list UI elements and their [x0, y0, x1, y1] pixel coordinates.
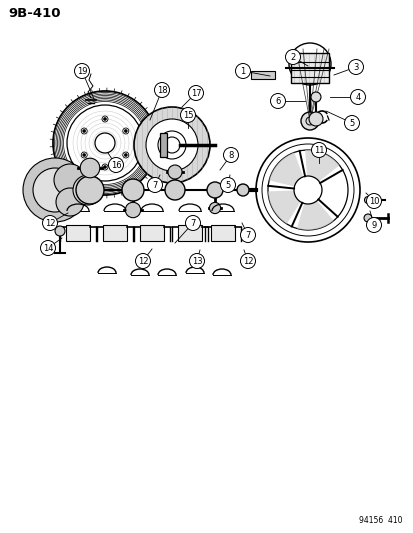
Circle shape — [344, 116, 358, 131]
Circle shape — [308, 112, 322, 126]
Text: 94156  410: 94156 410 — [358, 516, 402, 525]
Circle shape — [206, 182, 223, 198]
Circle shape — [40, 240, 55, 255]
FancyBboxPatch shape — [140, 225, 164, 241]
Circle shape — [80, 158, 100, 178]
Circle shape — [165, 180, 185, 200]
Circle shape — [103, 117, 106, 120]
Text: 11: 11 — [313, 146, 323, 155]
Circle shape — [348, 60, 363, 75]
Circle shape — [185, 215, 200, 230]
Circle shape — [223, 148, 238, 163]
Circle shape — [146, 119, 197, 171]
Circle shape — [300, 112, 318, 130]
Text: 6: 6 — [275, 96, 280, 106]
Text: 14: 14 — [43, 244, 53, 253]
Circle shape — [240, 228, 255, 243]
Text: 9B-410: 9B-410 — [8, 7, 60, 20]
Circle shape — [122, 179, 144, 201]
Circle shape — [158, 131, 185, 159]
Text: 4: 4 — [354, 93, 360, 101]
Circle shape — [220, 177, 235, 192]
Circle shape — [125, 203, 140, 217]
Text: 3: 3 — [352, 62, 358, 71]
Polygon shape — [267, 190, 307, 224]
Text: 7: 7 — [245, 230, 250, 239]
Text: 8: 8 — [228, 150, 233, 159]
Circle shape — [54, 164, 86, 196]
Text: 12: 12 — [138, 256, 148, 265]
Text: 19: 19 — [76, 67, 87, 76]
Polygon shape — [296, 190, 333, 230]
Circle shape — [363, 214, 371, 222]
Text: 7: 7 — [190, 219, 195, 228]
Circle shape — [310, 92, 320, 102]
Text: 7: 7 — [152, 181, 157, 190]
Text: 16: 16 — [110, 160, 121, 169]
Circle shape — [235, 63, 250, 78]
Text: 18: 18 — [156, 85, 167, 94]
Circle shape — [83, 154, 85, 157]
Text: 10: 10 — [368, 197, 378, 206]
Circle shape — [240, 254, 255, 269]
Text: 15: 15 — [182, 110, 193, 119]
Circle shape — [285, 50, 300, 64]
Circle shape — [189, 254, 204, 269]
Text: 1: 1 — [240, 67, 245, 76]
Circle shape — [236, 184, 248, 196]
FancyBboxPatch shape — [250, 71, 274, 79]
Circle shape — [55, 226, 65, 236]
Circle shape — [164, 137, 180, 153]
FancyBboxPatch shape — [178, 225, 202, 241]
Circle shape — [43, 215, 57, 230]
Circle shape — [366, 193, 380, 208]
Polygon shape — [304, 150, 339, 190]
Circle shape — [350, 90, 365, 104]
Text: 5: 5 — [349, 118, 354, 127]
Circle shape — [73, 175, 103, 205]
Circle shape — [124, 130, 127, 133]
Circle shape — [108, 157, 123, 173]
Circle shape — [56, 188, 84, 216]
Text: 12: 12 — [45, 219, 55, 228]
Circle shape — [135, 254, 150, 269]
Circle shape — [23, 158, 87, 222]
Circle shape — [83, 130, 85, 133]
Text: 2: 2 — [290, 52, 295, 61]
Circle shape — [147, 177, 162, 192]
Text: 12: 12 — [242, 256, 253, 265]
Polygon shape — [159, 133, 166, 157]
Circle shape — [134, 107, 209, 183]
Text: 17: 17 — [190, 88, 201, 98]
Circle shape — [33, 168, 77, 212]
FancyBboxPatch shape — [103, 225, 127, 241]
Circle shape — [76, 176, 104, 204]
Circle shape — [180, 108, 195, 123]
Circle shape — [124, 154, 127, 157]
Text: 9: 9 — [370, 221, 376, 230]
Polygon shape — [268, 152, 307, 190]
Circle shape — [270, 93, 285, 109]
Circle shape — [363, 197, 370, 204]
Circle shape — [209, 203, 220, 214]
Circle shape — [74, 63, 89, 78]
Circle shape — [366, 217, 380, 232]
Circle shape — [293, 176, 321, 204]
FancyBboxPatch shape — [290, 53, 328, 83]
Circle shape — [168, 165, 182, 179]
Circle shape — [103, 166, 106, 168]
Circle shape — [154, 83, 169, 98]
Polygon shape — [141, 139, 156, 150]
Text: 5: 5 — [225, 181, 230, 190]
Text: 13: 13 — [191, 256, 202, 265]
Circle shape — [188, 85, 203, 101]
FancyBboxPatch shape — [211, 225, 235, 241]
FancyBboxPatch shape — [66, 225, 90, 241]
Circle shape — [311, 142, 326, 157]
